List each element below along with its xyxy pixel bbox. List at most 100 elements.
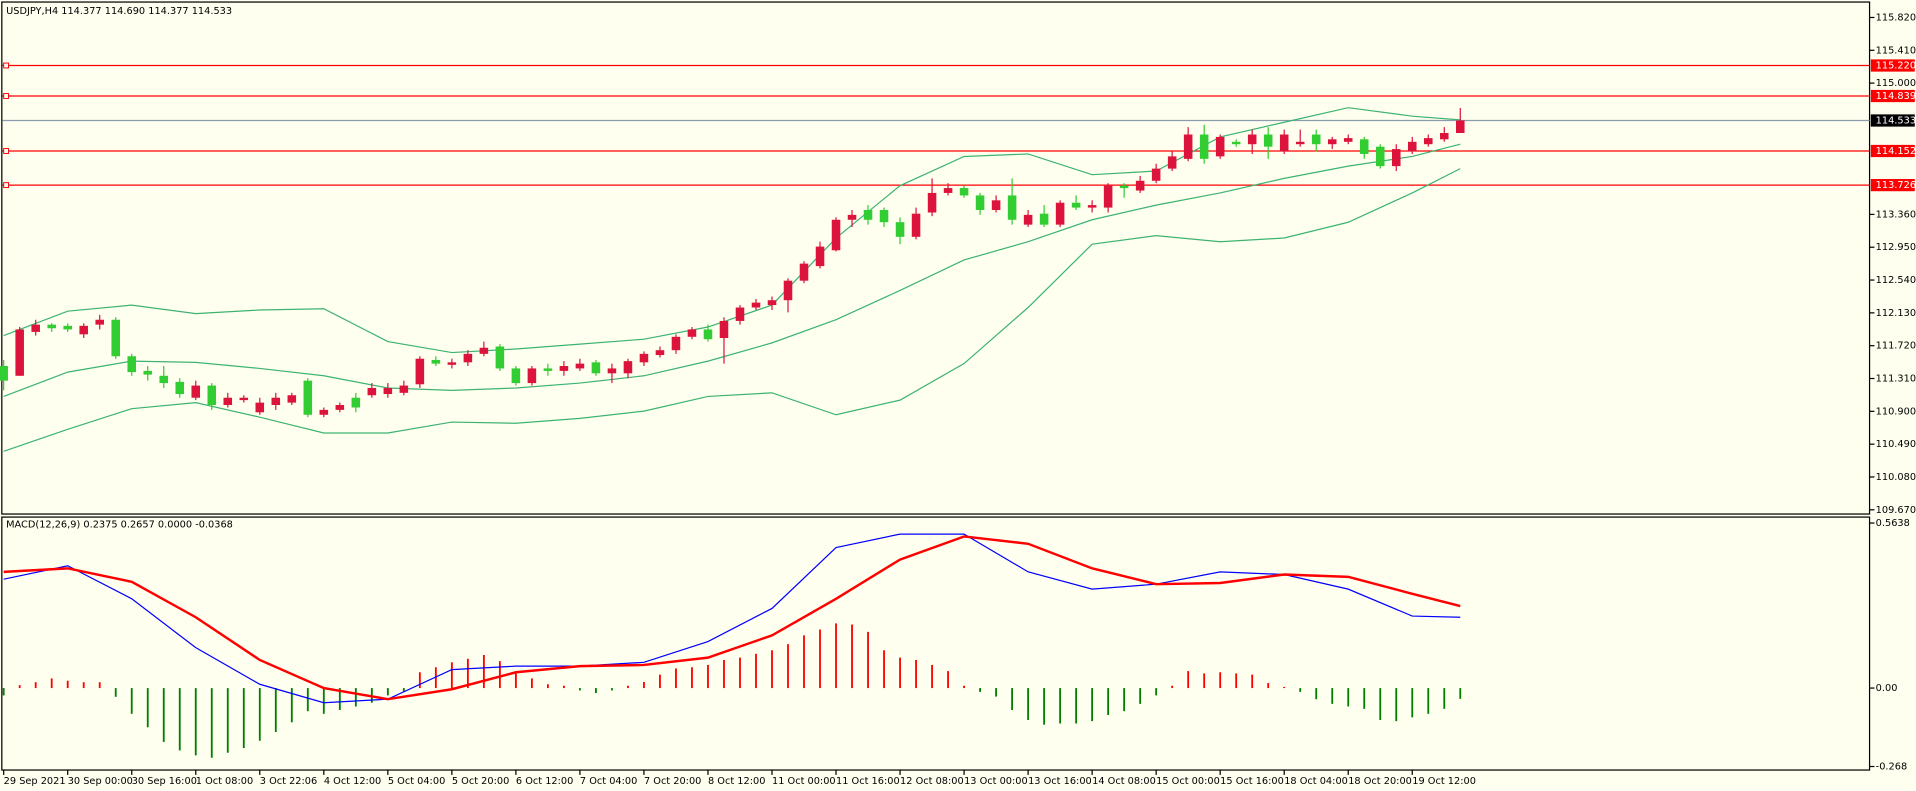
- candle-body: [159, 375, 169, 384]
- candle-body: [559, 366, 569, 371]
- candle-body: [1199, 134, 1209, 159]
- candle-body: [911, 213, 921, 237]
- candle-body: [1375, 146, 1385, 167]
- line-anchor: [3, 182, 10, 189]
- candle-body: [1391, 149, 1401, 167]
- candle-body: [543, 368, 553, 371]
- y-tick-label: 111.310: [1876, 374, 1916, 385]
- candle-body: [1423, 138, 1433, 145]
- bollinger-lower: [3, 168, 1461, 452]
- candle-body: [335, 405, 345, 410]
- candle-body: [1327, 139, 1337, 145]
- y-tick-label: 109.670: [1876, 505, 1916, 516]
- candle-body: [1023, 214, 1033, 225]
- candle-body: [63, 325, 72, 330]
- line-label: 115.220: [1876, 61, 1916, 72]
- candle-body: [479, 347, 489, 354]
- candle-body: [959, 188, 969, 196]
- candle-body: [623, 361, 633, 374]
- candle-body: [1359, 139, 1369, 154]
- candle-body: [639, 353, 649, 363]
- candle-body: [719, 320, 729, 339]
- candle-body: [607, 368, 617, 374]
- candle-body: [1167, 156, 1177, 169]
- candle-body: [95, 319, 104, 325]
- bollinger-middle: [3, 143, 1461, 398]
- x-tick-label: 11 Oct 00:00: [772, 776, 836, 787]
- candle-body: [1135, 180, 1145, 191]
- x-tick-label: 5 Oct 20:00: [452, 776, 509, 787]
- candle-body: [191, 385, 201, 398]
- x-tick-label: 8 Oct 12:00: [708, 776, 765, 787]
- bid-label: 114.533: [1876, 116, 1916, 127]
- candle-body: [1231, 141, 1241, 145]
- y-tick-label: -0.268: [1876, 762, 1907, 773]
- candle-body: [1119, 185, 1129, 189]
- candle-body: [447, 362, 457, 365]
- candle-body: [1055, 202, 1065, 225]
- candle-body: [1407, 141, 1417, 152]
- candle-body: [975, 195, 985, 211]
- candle-body: [15, 329, 24, 376]
- candle-body: [175, 381, 185, 395]
- candle-body: [991, 200, 1001, 211]
- candle-body: [687, 329, 697, 337]
- x-tick-label: 19 Oct 12:00: [1412, 776, 1476, 787]
- x-tick-label: 1 Oct 08:00: [196, 776, 253, 787]
- line-label: 114.839: [1876, 91, 1916, 102]
- candle-body: [367, 387, 377, 396]
- candle-body: [703, 329, 713, 340]
- candle-body: [751, 302, 761, 308]
- candle-body: [79, 325, 88, 335]
- candle-body: [1183, 134, 1193, 159]
- y-tick-label: 112.540: [1876, 275, 1916, 286]
- main-panel-frame: [1, 1, 1871, 515]
- x-tick-label: 30 Sep 00:00: [68, 776, 133, 787]
- candle-body: [527, 368, 537, 384]
- candle-body: [1151, 168, 1161, 181]
- x-tick-label: 11 Oct 16:00: [836, 776, 900, 787]
- y-tick-label: 113.360: [1876, 209, 1916, 220]
- candle-body: [399, 385, 409, 393]
- macd-line: [3, 533, 1461, 704]
- candle-body: [783, 280, 793, 301]
- candle-body: [207, 385, 217, 406]
- candle-body: [1295, 141, 1305, 145]
- y-tick-label: 111.720: [1876, 341, 1916, 352]
- candle-body: [223, 397, 233, 406]
- candle-body: [111, 319, 121, 357]
- candle-body: [463, 353, 473, 363]
- candle-body: [1439, 132, 1449, 140]
- candle-body: [431, 359, 441, 364]
- candle-body: [1215, 136, 1225, 157]
- candle-body: [287, 395, 297, 403]
- candle-body: [735, 307, 745, 321]
- y-tick-label: 110.490: [1876, 439, 1916, 450]
- x-tick-label: 13 Oct 00:00: [964, 776, 1028, 787]
- y-tick-label: 112.130: [1876, 308, 1916, 319]
- candle-body: [863, 210, 873, 220]
- macd-title: MACD(12,26,9) 0.2375 0.2657 0.0000 -0.03…: [6, 519, 233, 530]
- x-tick-label: 5 Oct 04:00: [388, 776, 445, 787]
- y-tick-label: 115.820: [1876, 12, 1916, 23]
- line-label: 113.726: [1876, 180, 1916, 191]
- line-label-bg: [1870, 89, 1915, 103]
- candle-body: [351, 397, 361, 408]
- candle-body: [767, 300, 777, 306]
- candle-body: [1103, 185, 1113, 208]
- candle-body: [815, 246, 825, 267]
- candle-body: [143, 370, 153, 375]
- line-anchor: [3, 93, 10, 99]
- candle-body: [255, 402, 265, 413]
- x-tick-label: 14 Oct 08:00: [1092, 776, 1156, 787]
- line-label-bg: [1870, 59, 1915, 72]
- y-tick-label: 115.000: [1876, 78, 1916, 89]
- candle-body: [271, 397, 281, 406]
- candle-body: [895, 222, 905, 237]
- y-tick-label: 115.410: [1876, 45, 1916, 56]
- candle-body: [831, 219, 841, 251]
- candle-body: [383, 387, 393, 395]
